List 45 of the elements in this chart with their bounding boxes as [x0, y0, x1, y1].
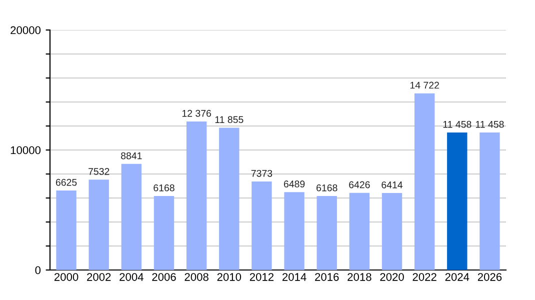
- x-tick-label: 2018: [348, 273, 372, 281]
- data-label: 12 376: [182, 110, 212, 117]
- bar: [154, 196, 174, 270]
- data-label: 11 855: [215, 116, 244, 124]
- x-tick-label: 2026: [478, 273, 502, 281]
- x-tick-label: 2004: [120, 273, 144, 281]
- bar: [284, 192, 304, 270]
- bar: [219, 128, 240, 270]
- data-label: 11 458: [443, 120, 472, 128]
- y-tick-label: 20000: [10, 26, 41, 34]
- data-label: 6168: [154, 184, 174, 192]
- data-label: 6414: [382, 181, 403, 188]
- x-tick-label: 2020: [380, 273, 404, 281]
- data-label: 6625: [56, 178, 77, 186]
- bar: [382, 193, 402, 270]
- data-label: 6426: [349, 181, 370, 188]
- x-tick-label: 2002: [87, 273, 111, 281]
- x-tick-label: 2006: [152, 273, 176, 281]
- x-tick-label: 2014: [282, 273, 306, 281]
- data-label: 7373: [251, 170, 272, 177]
- x-tick-label: 2016: [315, 273, 339, 281]
- bar: [447, 132, 468, 270]
- x-tick-label: 2010: [217, 273, 242, 281]
- x-tick-label: 2024: [445, 273, 470, 281]
- bar: [349, 192, 370, 270]
- data-label: 11 458: [476, 120, 504, 128]
- data-label: 6168: [316, 184, 338, 192]
- data-label: 7532: [88, 168, 110, 175]
- bar: [414, 93, 435, 270]
- bar: [480, 132, 500, 270]
- bar: [316, 196, 337, 270]
- bar: [186, 121, 207, 270]
- bar: [121, 164, 142, 270]
- x-tick-label: 2012: [250, 273, 274, 281]
- data-label: 14 722: [410, 82, 439, 89]
- y-tick-label: 0: [35, 266, 41, 274]
- bar: [252, 182, 272, 270]
- x-tick-label: 2022: [412, 273, 436, 281]
- y-tick-label: 10000: [10, 146, 41, 154]
- data-label: 6489: [284, 180, 305, 188]
- bar: [88, 180, 109, 270]
- data-label: 8841: [121, 152, 142, 160]
- x-tick-label: 2008: [184, 273, 208, 281]
- bar: [56, 190, 76, 270]
- x-tick-label: 2000: [54, 273, 78, 281]
